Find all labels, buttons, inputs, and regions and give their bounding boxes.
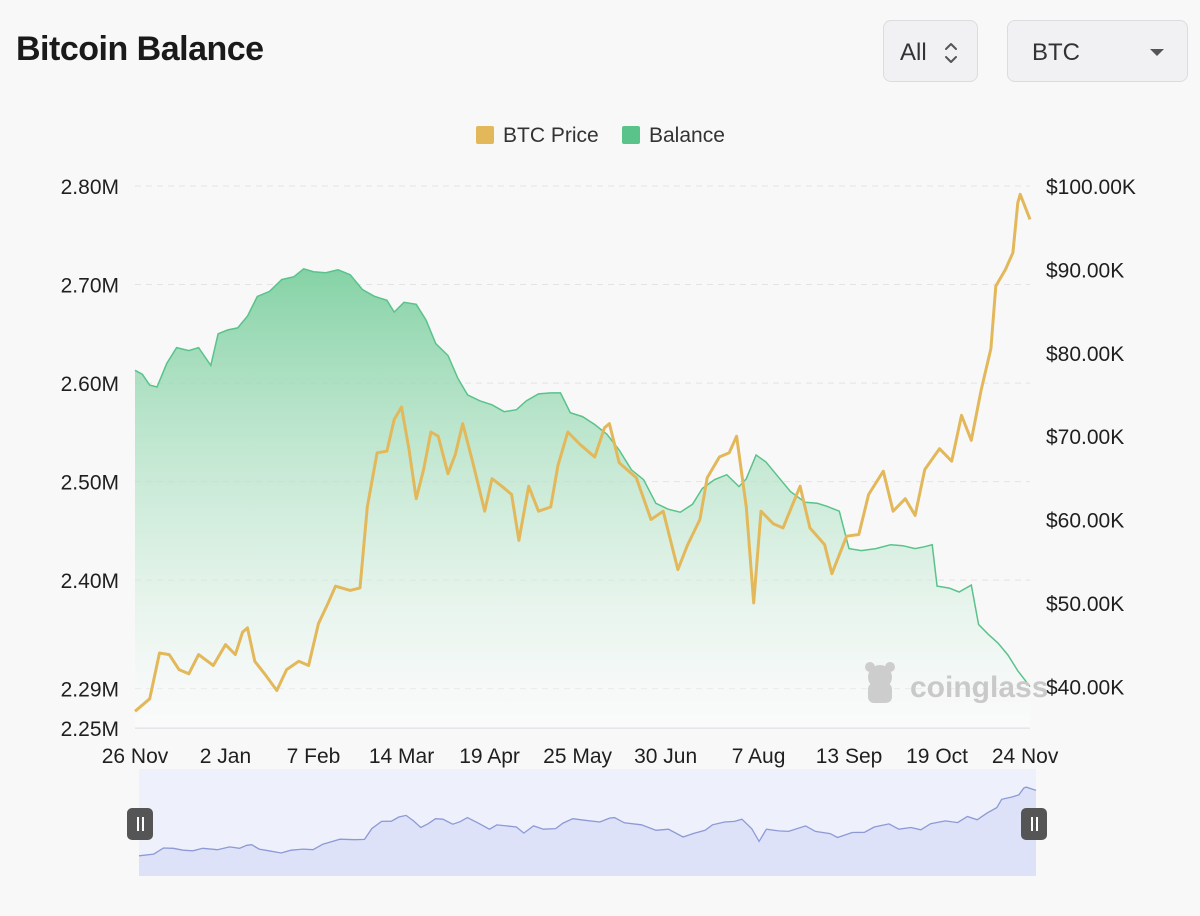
x-axis-tick-label: 19 Apr (459, 745, 520, 768)
legend-item-balance[interactable]: Balance (622, 124, 725, 147)
left-axis-tick-label: 2.60M (61, 373, 119, 396)
caret-down-icon (1150, 49, 1164, 56)
right-axis-tick-label: $60.00K (1046, 510, 1124, 533)
balance-area (135, 268, 1030, 728)
x-axis-tick-label: 14 Mar (369, 745, 434, 768)
right-axis-tick-label: $90.00K (1046, 259, 1124, 282)
navigator[interactable] (127, 769, 1047, 876)
price-line-layer (134, 192, 1032, 713)
watermark: coinglass (865, 662, 1048, 704)
left-axis-tick-label: 2.70M (61, 275, 119, 298)
x-axis-tick-label: 19 Oct (906, 745, 968, 768)
legend-swatch-balance (622, 126, 640, 144)
x-axis-tick-label: 13 Sep (816, 745, 883, 768)
legend-label-btc-price: BTC Price (503, 124, 599, 147)
right-axis-tick-label: $50.00K (1046, 593, 1124, 616)
left-axis: 2.29M 2.40M 2.50M 2.60M 2.70M 2.80M 2.25M (61, 176, 119, 741)
range-select[interactable]: All (883, 20, 978, 82)
balance-line (134, 267, 1031, 688)
navigator-left-handle[interactable] (127, 808, 153, 840)
x-axis-tick-label: 7 Feb (287, 745, 341, 768)
page-header: Bitcoin Balance All BTC (0, 0, 1200, 110)
legend: BTC Price Balance (476, 124, 725, 147)
range-select-value: All (900, 39, 927, 66)
left-axis-tick-label: 2.80M (61, 176, 119, 199)
x-axis-tick-label: 7 Aug (732, 745, 786, 768)
right-axis: $40.00K $50.00K $60.00K $70.00K $80.00K $90.0… (1046, 176, 1136, 699)
x-axis-tick-label: 25 May (543, 745, 612, 768)
page-title: Bitcoin Balance (16, 30, 264, 68)
coin-select-value: BTC (1032, 39, 1080, 66)
balance-area-layer (134, 267, 1031, 728)
right-axis-tick-label: $40.00K (1046, 676, 1124, 699)
x-axis-tick-label: 30 Jun (634, 745, 697, 768)
x-axis-tick-label: 24 Nov (992, 745, 1059, 768)
bitcoin-balance-chart: 2.29M 2.40M 2.50M 2.60M 2.70M 2.80M 2.25M $40.… (61, 124, 1136, 876)
left-axis-tick-label: 2.29M (61, 679, 119, 702)
btc-price-line (134, 192, 1032, 713)
navigator-area (139, 787, 1036, 876)
updown-chevron-icon (945, 43, 957, 63)
right-axis-tick-label: $80.00K (1046, 343, 1124, 366)
left-axis-tick-label: 2.40M (61, 570, 119, 593)
coinglass-logo-icon (865, 662, 895, 703)
x-axis: 26 Nov 2 Jan 7 Feb 14 Mar 19 Apr 25 May 30 Jun… (102, 745, 1059, 768)
legend-label-balance: Balance (649, 124, 725, 147)
legend-item-btc-price[interactable]: BTC Price (476, 124, 599, 147)
coin-select[interactable]: BTC (1007, 20, 1188, 82)
right-axis-tick-label: $100.00K (1046, 176, 1136, 199)
left-axis-tick-label: 2.25M (61, 718, 119, 741)
left-axis-tick-label: 2.50M (61, 472, 119, 495)
x-axis-tick-label: 26 Nov (102, 745, 169, 768)
navigator-right-handle[interactable] (1021, 808, 1047, 840)
watermark-text: coinglass (910, 671, 1048, 704)
navigator-line (138, 786, 1037, 857)
legend-swatch-btc-price (476, 126, 494, 144)
right-axis-tick-label: $70.00K (1046, 426, 1124, 449)
x-axis-tick-label: 2 Jan (200, 745, 251, 768)
